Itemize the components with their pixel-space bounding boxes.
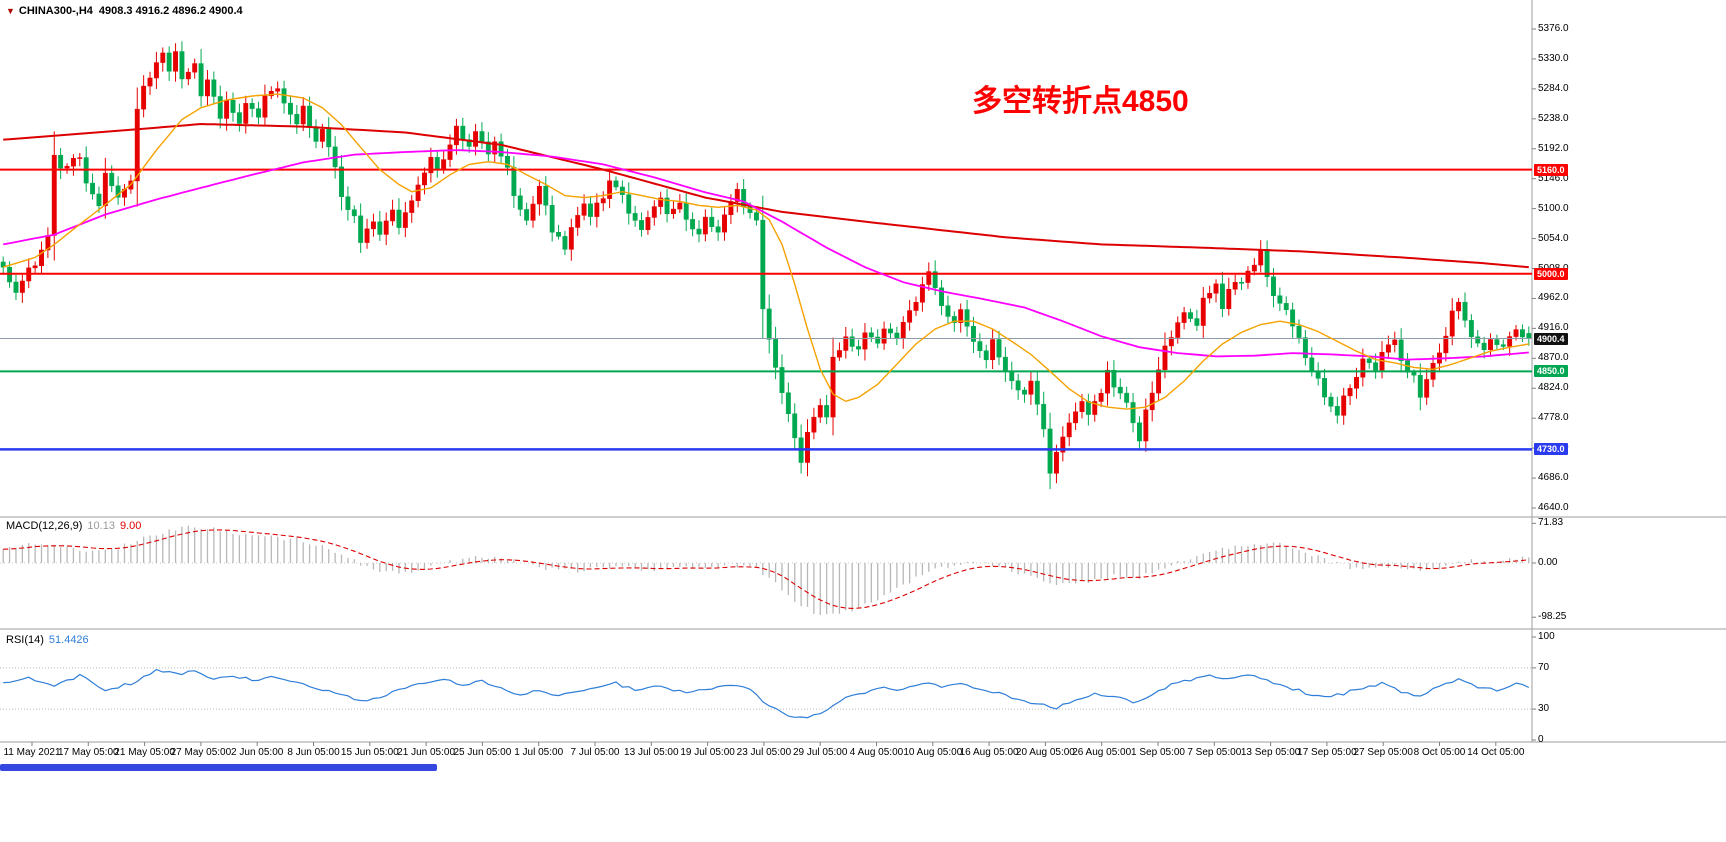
price-level-label: 4850.0 [1534,365,1568,378]
date-label: 7 Sep 05:00 [1187,747,1242,758]
price-tick-label: 5284.0 [1538,82,1569,94]
slow-ma [3,122,1529,269]
symbol-timeframe: CHINA300-,H4 [18,5,93,17]
date-label: 21 May 05:00 [114,747,175,758]
price-tick-label: 5376.0 [1538,23,1569,34]
price-tick-label: 4824.0 [1538,382,1569,394]
price-tick-label: 4870.0 [1538,352,1569,364]
price-tick-label: 5146.0 [1538,172,1569,184]
date-label: 13 Sep 05:00 [1240,747,1301,758]
date-label: 23 Jul 05:00 [736,747,792,758]
date-label: 16 Aug 05:00 [959,747,1019,758]
macd-axis-label: 71.83 [1538,517,1564,529]
date-label: 8 Oct 05:00 [1413,747,1466,758]
price-level-label: 5160.0 [1534,163,1568,176]
fast-ma [2,93,1529,410]
date-label: 17 Sep 05:00 [1297,747,1357,758]
date-label: 25 Jun 05:00 [453,747,512,758]
rsi-indicator-label: RSI(14) 51.4426 [6,634,89,646]
price-tick-label: 5054.0 [1538,232,1569,244]
macd-indicator-label: MACD(12,26,9) 10.13 9.00 [6,520,141,532]
macd-axis-label: 0.00 [1538,557,1558,568]
rsi-line [3,668,1530,719]
date-label: 1 Sep 05:00 [1131,747,1185,758]
date-label: 19 Jul 05:00 [680,747,735,758]
chart-type-icon: ▼ [6,6,15,16]
date-label: 1 Jul 05:00 [514,747,564,758]
date-label: 10 Aug 05:00 [903,747,963,758]
date-label: 21 Jun 05:00 [397,747,456,758]
rsi-axis-label: 0 [1538,734,1544,745]
date-label: 8 Jun 05:00 [287,747,340,758]
ohlc-values: 4908.3 4916.2 4896.2 4900.4 [98,5,243,17]
current-price-label: 4900.4 [1534,332,1568,345]
price-level-label: 4730.0 [1534,443,1568,456]
price-tick-label: 5192.0 [1538,142,1569,154]
date-label: 17 May 05:00 [57,747,119,758]
rsi-axis-label: 30 [1538,703,1550,715]
macd-main-value: 10.13 [87,520,115,532]
date-label: 27 Sep 05:00 [1353,747,1413,758]
macd-axis-label: -98.25 [1538,611,1567,623]
macd-signal-line [3,529,1529,609]
date-label: 4 Aug 05:00 [849,747,904,758]
horizontal-scrollbar[interactable] [0,764,437,771]
date-label: 2 Jun 05:00 [231,747,284,758]
date-label: 29 Jul 05:00 [792,747,848,758]
date-label: 14 Oct 05:00 [1467,747,1525,758]
price-tick-label: 4686.0 [1538,472,1569,484]
date-label: 20 Aug 05:00 [1015,747,1075,758]
price-tick-label: 5238.0 [1538,112,1569,124]
price-tick-label: 5100.0 [1538,202,1569,214]
symbol-header: ▼ CHINA300-,H4 4908.3 4916.2 4896.2 4900.4 [6,5,243,17]
macd-name: MACD(12,26,9) [6,520,83,532]
rsi-name: RSI(14) [6,634,44,646]
rsi-value: 51.4426 [48,634,89,646]
date-label: 11 May 2021 [3,747,61,758]
date-label: 13 Jul 05:00 [624,747,679,758]
rsi-axis-label: 70 [1538,661,1550,673]
price-tick-label: 5330.0 [1538,52,1569,64]
date-label: 15 Jun 05:00 [340,747,399,758]
price-level-label: 5000.0 [1534,267,1568,280]
mid-ma [3,149,1529,361]
chart-annotation[interactable]: 多空转折点4850 [972,85,1189,118]
price-tick-label: 4778.0 [1538,412,1569,424]
date-label: 26 Aug 05:00 [1072,747,1132,758]
price-tick-label: 4916.0 [1538,322,1569,334]
rsi-axis-label: 100 [1538,631,1555,642]
price-tick-label: 4962.0 [1538,292,1569,304]
macd-signal-value: 9.00 [119,520,142,532]
date-label: 7 Jul 05:00 [570,747,620,758]
price-tick-label: 4640.0 [1538,502,1569,513]
date-label: 27 May 05:00 [170,747,232,758]
